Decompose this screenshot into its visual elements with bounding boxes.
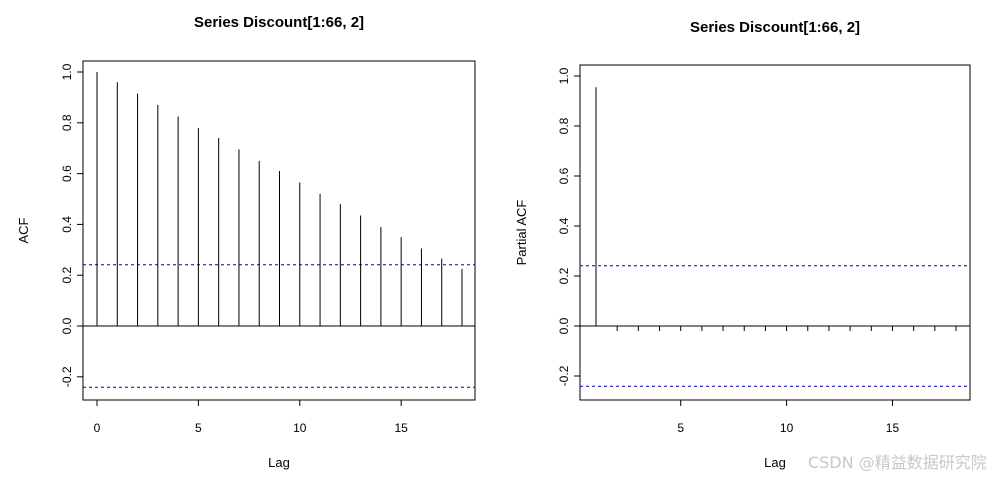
x-tick-label: 10	[780, 421, 794, 435]
x-tick-label: 15	[886, 421, 900, 435]
y-tick-label: 0.6	[60, 165, 74, 182]
y-axis-label: ACF	[16, 217, 31, 243]
y-tick-label: 0.6	[557, 167, 571, 184]
y-tick-label: 0.2	[557, 267, 571, 284]
y-tick-label: 0.8	[60, 114, 74, 131]
y-tick-label: 0.4	[557, 217, 571, 234]
y-tick-label: 0.8	[557, 117, 571, 134]
y-tick-label: -0.2	[60, 366, 74, 387]
x-tick-label: 0	[94, 421, 101, 435]
chart-title: Series Discount[1:66, 2]	[194, 14, 364, 31]
x-tick-label: 15	[394, 421, 408, 435]
plot-frame	[82, 60, 476, 401]
x-axis-label: Lag	[268, 455, 290, 470]
x-axis-label: Lag	[764, 455, 786, 470]
x-tick-label: 5	[677, 421, 684, 435]
y-axis-label: Partial ACF	[514, 200, 529, 266]
y-tick-label: 0.2	[60, 267, 74, 284]
acf-panel: Series Discount[1:66, 2] -0.2 0.0 0.2 0.4 0.6…	[16, 14, 476, 470]
y-tick-label: 0.0	[60, 317, 74, 334]
watermark-text: CSDN @精益数据研究院	[808, 453, 987, 472]
y-tick-label: 0.0	[557, 317, 571, 334]
plot-frame	[579, 64, 971, 401]
pacf-panel: Series Discount[1:66, 2] -0.2 0.0 0.2 0.4 0.6…	[514, 19, 971, 470]
chart-title: Series Discount[1:66, 2]	[690, 19, 860, 36]
y-tick-label: -0.2	[557, 365, 571, 386]
y-tick-label: 1.0	[60, 63, 74, 80]
x-tick-label: 5	[195, 421, 202, 435]
y-tick-label: 1.0	[557, 67, 571, 84]
y-tick-label: 0.4	[60, 216, 74, 233]
x-tick-label: 10	[293, 421, 307, 435]
